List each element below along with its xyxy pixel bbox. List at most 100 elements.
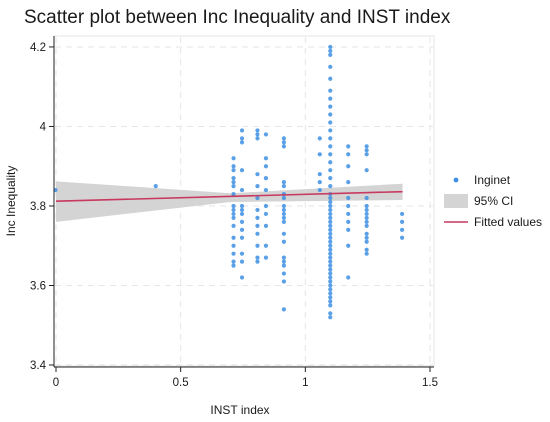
data-point-26 (239, 211, 245, 217)
y-tick-label-4: 4.2 (30, 42, 46, 54)
data-point-151 (364, 223, 369, 228)
data-point-142 (364, 148, 369, 153)
data-point-46 (263, 132, 269, 137)
data-point-123 (328, 287, 333, 292)
data-point-92 (328, 136, 333, 141)
data-point-97 (328, 176, 333, 181)
ci-band (56, 181, 403, 222)
data-point-70 (281, 255, 286, 260)
data-point-51 (263, 203, 269, 209)
data-point-119 (328, 271, 333, 276)
data-point-155 (364, 247, 369, 252)
data-point-114 (328, 251, 333, 256)
data-point-93 (328, 144, 333, 149)
data-point-35 (255, 136, 260, 141)
data-point-6 (231, 180, 236, 185)
data-point-83 (328, 52, 333, 58)
data-point-100 (328, 195, 333, 201)
data-point-36 (255, 172, 260, 177)
data-point-144 (364, 168, 369, 173)
data-point-132 (346, 164, 351, 169)
data-point-98 (328, 183, 333, 189)
data-point-147 (364, 207, 369, 213)
data-point-3 (231, 164, 236, 169)
data-point-86 (328, 88, 333, 93)
data-point-44 (255, 255, 260, 260)
data-point-57 (281, 140, 286, 145)
data-point-138 (346, 227, 351, 232)
data-point-56 (281, 136, 286, 141)
legend-label-1: 95% CI (474, 194, 513, 208)
data-point-102 (328, 203, 333, 209)
data-point-69 (281, 239, 286, 244)
x-tick-label-1: 0.5 (173, 377, 189, 389)
data-point-80 (317, 187, 322, 193)
data-point-107 (328, 223, 333, 228)
data-point-16 (231, 251, 236, 256)
data-point-111 (328, 239, 333, 244)
data-point-121 (328, 279, 333, 284)
x-tick-label-0: 0 (53, 377, 59, 389)
data-point-40 (255, 215, 260, 221)
data-point-133 (346, 180, 351, 185)
data-point-48 (263, 164, 269, 169)
data-point-74 (281, 279, 286, 284)
fitted-line-group (55, 190, 403, 203)
data-point-4 (231, 168, 236, 173)
data-point-76 (317, 136, 322, 141)
data-point-116 (328, 259, 333, 264)
data-point-113 (328, 247, 333, 252)
data-point-30 (239, 251, 245, 256)
data-point-66 (281, 215, 286, 221)
data-point-112 (328, 243, 333, 248)
data-point-47 (263, 156, 269, 161)
data-point-68 (281, 231, 286, 236)
data-point-148 (364, 211, 369, 217)
data-point-91 (328, 128, 333, 133)
data-point-109 (328, 231, 333, 236)
data-point-101 (328, 199, 333, 205)
data-point-125 (328, 295, 333, 300)
legend-label-2: Fitted values (474, 215, 542, 229)
data-point-21 (239, 140, 245, 145)
data-point-156 (364, 251, 369, 256)
data-point-110 (328, 235, 333, 240)
data-point-64 (281, 207, 286, 213)
data-point-55 (263, 255, 269, 260)
data-point-12 (231, 215, 236, 221)
data-point-118 (328, 267, 333, 272)
data-point-85 (328, 76, 333, 81)
data-point-41 (255, 223, 260, 228)
data-point-31 (239, 259, 245, 264)
data-point-122 (328, 283, 333, 288)
data-point-34 (255, 132, 260, 137)
data-point-126 (328, 299, 333, 304)
data-point-78 (317, 172, 322, 177)
data-point-49 (263, 176, 269, 181)
data-point-22 (239, 168, 245, 173)
data-point-105 (328, 215, 333, 221)
y-tick-label-3: 4 (40, 121, 47, 133)
chart-title: Scatter plot between Inc Inequality and … (24, 7, 451, 28)
data-point-38 (255, 195, 260, 201)
data-point-2 (231, 156, 236, 161)
data-point-96 (328, 168, 333, 173)
data-point-139 (346, 243, 351, 248)
data-point-67 (281, 219, 286, 224)
y-tick-label-0: 3.4 (30, 360, 47, 372)
data-point-75 (281, 307, 286, 312)
legend-marker-points (453, 177, 459, 183)
data-point-120 (328, 275, 333, 280)
data-point-103 (328, 207, 333, 213)
data-point-53 (263, 223, 269, 228)
y-tick-label-1: 3.6 (30, 280, 46, 292)
x-tick-label-2: 1 (302, 377, 308, 389)
data-point-77 (317, 152, 322, 157)
data-point-43 (255, 243, 260, 248)
data-point-60 (281, 183, 286, 189)
data-point-81 (328, 44, 333, 50)
data-point-158 (399, 219, 405, 224)
data-point-106 (328, 219, 333, 224)
data-point-157 (399, 211, 405, 217)
points-group (53, 44, 405, 320)
